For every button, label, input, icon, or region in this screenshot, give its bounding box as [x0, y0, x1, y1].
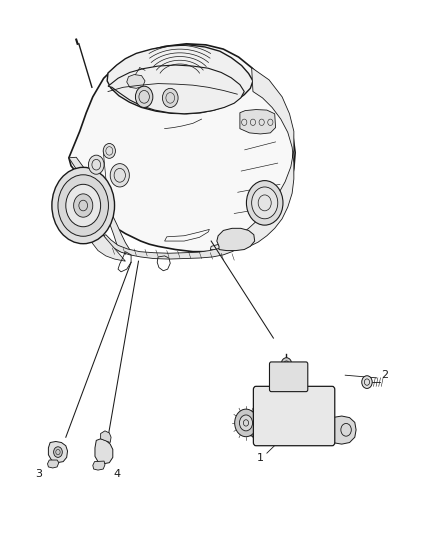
Polygon shape [69, 157, 132, 253]
Circle shape [362, 376, 372, 389]
Polygon shape [108, 65, 244, 114]
FancyBboxPatch shape [253, 386, 335, 446]
Text: 2: 2 [381, 370, 388, 380]
Text: 3: 3 [35, 470, 42, 479]
Circle shape [247, 181, 283, 225]
Circle shape [162, 88, 178, 108]
Polygon shape [244, 411, 256, 437]
Polygon shape [93, 461, 105, 470]
Polygon shape [127, 75, 145, 88]
Polygon shape [88, 209, 125, 261]
Polygon shape [332, 416, 356, 444]
Text: 4: 4 [113, 470, 120, 479]
Circle shape [53, 447, 62, 457]
Circle shape [110, 164, 129, 187]
Polygon shape [48, 441, 67, 463]
Polygon shape [217, 228, 254, 251]
Circle shape [252, 187, 278, 219]
Polygon shape [104, 235, 245, 259]
Circle shape [66, 184, 101, 227]
Circle shape [240, 415, 253, 431]
Circle shape [135, 86, 153, 108]
FancyBboxPatch shape [269, 362, 308, 392]
Polygon shape [210, 68, 294, 251]
Polygon shape [47, 460, 59, 468]
Circle shape [103, 143, 116, 158]
Circle shape [235, 409, 257, 437]
Polygon shape [101, 431, 111, 442]
Circle shape [52, 167, 115, 244]
Circle shape [88, 155, 104, 174]
Circle shape [58, 175, 109, 236]
Circle shape [74, 194, 93, 217]
Text: 1: 1 [257, 454, 264, 463]
Polygon shape [95, 439, 113, 464]
Polygon shape [107, 45, 253, 114]
Circle shape [281, 358, 292, 370]
Polygon shape [240, 110, 276, 134]
Polygon shape [69, 44, 295, 252]
